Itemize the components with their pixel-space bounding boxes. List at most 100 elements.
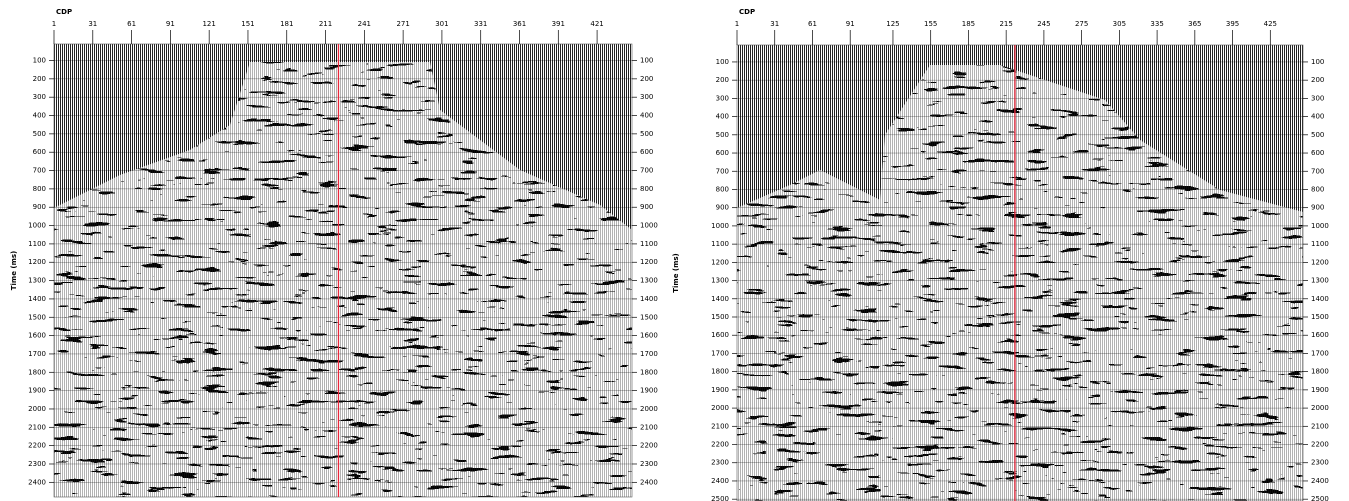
y-tick-label: 500 xyxy=(1311,131,1324,139)
x-tick-label: 151 xyxy=(241,20,254,28)
x-tick-label: 365 xyxy=(1188,20,1201,28)
x-tick-label: 335 xyxy=(1150,20,1163,28)
y-tick-label: 2500 xyxy=(711,495,729,501)
y-tick-label: 1200 xyxy=(640,258,658,266)
y-tick-label: 800 xyxy=(33,185,46,193)
x-tick-label: 395 xyxy=(1226,20,1239,28)
x-tick-label: 301 xyxy=(435,20,448,28)
y-tick-label: 700 xyxy=(33,167,46,175)
x-tick-label: 215 xyxy=(999,20,1012,28)
y-tick-label: 700 xyxy=(640,167,653,175)
y-tick-label: 900 xyxy=(33,203,46,211)
x-tick-label: 185 xyxy=(962,20,975,28)
y-tick-label: 1300 xyxy=(1311,277,1329,285)
y-tick-label: 1400 xyxy=(1311,295,1329,303)
x-tick-label: 61 xyxy=(808,20,817,28)
y-tick-label: 2300 xyxy=(640,460,658,468)
y-tick-label: 1100 xyxy=(1311,240,1329,248)
y-tick-label: 1500 xyxy=(28,313,46,321)
x-tick-label: 91 xyxy=(846,20,855,28)
y-tick-label: 1100 xyxy=(711,240,729,248)
y-tick-label: 400 xyxy=(33,112,46,120)
y-tick-label: 1800 xyxy=(1311,368,1329,376)
y-tick-label: 1000 xyxy=(711,222,729,230)
y-tick-label: 2200 xyxy=(640,442,658,450)
y-tick-label: 2000 xyxy=(28,405,46,413)
y-tick-label: 1700 xyxy=(640,350,658,358)
y-tick-label: 1900 xyxy=(28,387,46,395)
y-tick-label: 900 xyxy=(716,204,729,212)
y-tick-label: 2200 xyxy=(1311,441,1329,449)
y-tick-label: 2200 xyxy=(711,441,729,449)
y-tick-label: 600 xyxy=(1311,149,1324,157)
y-tick-label: 2400 xyxy=(28,478,46,486)
y-tick-label: 2300 xyxy=(1311,459,1329,467)
y-tick-label: 1400 xyxy=(711,295,729,303)
y-tick-label: 1400 xyxy=(28,295,46,303)
y-tick-label: 400 xyxy=(640,112,653,120)
y-tick-label: 1100 xyxy=(28,240,46,248)
y-tick-label: 1800 xyxy=(640,368,658,376)
y-tick-label: 200 xyxy=(716,76,729,84)
y-tick-label: 100 xyxy=(716,58,729,66)
y-tick-label: 1200 xyxy=(711,258,729,266)
y-tick-label: 1500 xyxy=(640,313,658,321)
x-tick-label: 91 xyxy=(166,20,175,28)
y-tick-label: 300 xyxy=(33,93,46,101)
y-tick-label: 600 xyxy=(716,149,729,157)
y-tick-label: 800 xyxy=(640,185,653,193)
x-axis-label: CDP xyxy=(56,8,72,16)
y-tick-label: 300 xyxy=(640,93,653,101)
y-tick-label: 2100 xyxy=(640,423,658,431)
y-tick-label: 100 xyxy=(33,57,46,65)
y-tick-label: 1900 xyxy=(1311,386,1329,394)
y-tick-label: 200 xyxy=(33,75,46,83)
y-tick-label: 500 xyxy=(640,130,653,138)
y-tick-label: 2000 xyxy=(1311,404,1329,412)
x-tick-label: 211 xyxy=(319,20,332,28)
y-tick-label: 1800 xyxy=(711,368,729,376)
y-tick-label: 700 xyxy=(716,167,729,175)
y-tick-label: 1300 xyxy=(28,277,46,285)
x-tick-label: 121 xyxy=(202,20,215,28)
y-tick-label: 1200 xyxy=(1311,258,1329,266)
y-tick-label: 400 xyxy=(716,113,729,121)
x-tick-label: 275 xyxy=(1075,20,1088,28)
y-tick-label: 600 xyxy=(640,148,653,156)
x-tick-label: 1 xyxy=(52,20,56,28)
y-tick-label: 1700 xyxy=(1311,349,1329,357)
y-tick-label: 700 xyxy=(1311,167,1324,175)
y-tick-label: 400 xyxy=(1311,113,1324,121)
y-tick-label: 500 xyxy=(33,130,46,138)
y-tick-label: 2400 xyxy=(711,477,729,485)
y-tick-label: 1000 xyxy=(640,222,658,230)
y-tick-label: 1800 xyxy=(28,368,46,376)
x-tick-label: 181 xyxy=(280,20,293,28)
plot-frame xyxy=(736,44,1304,501)
x-tick-label: 271 xyxy=(396,20,409,28)
y-tick-label: 900 xyxy=(640,203,653,211)
y-tick-label: 200 xyxy=(640,75,653,83)
y-tick-label: 2400 xyxy=(640,478,658,486)
y-tick-label: 300 xyxy=(1311,94,1324,102)
x-tick-label: 241 xyxy=(358,20,371,28)
y-tick-label: 2300 xyxy=(28,460,46,468)
x-tick-label: 1 xyxy=(735,20,739,28)
y-tick-label: 1200 xyxy=(28,258,46,266)
y-tick-label: 2100 xyxy=(1311,422,1329,430)
x-tick-label: 421 xyxy=(590,20,603,28)
x-tick-label: 31 xyxy=(88,20,97,28)
y-tick-label: 1600 xyxy=(640,332,658,340)
y-tick-label: 2400 xyxy=(1311,477,1329,485)
y-tick-label: 900 xyxy=(1311,204,1324,212)
x-tick-label: 125 xyxy=(886,20,899,28)
x-tick-label: 361 xyxy=(513,20,526,28)
x-tick-label: 425 xyxy=(1264,20,1277,28)
x-tick-label: 61 xyxy=(127,20,136,28)
y-tick-label: 800 xyxy=(1311,185,1324,193)
y-tick-label: 500 xyxy=(716,131,729,139)
x-tick-label: 305 xyxy=(1113,20,1126,28)
